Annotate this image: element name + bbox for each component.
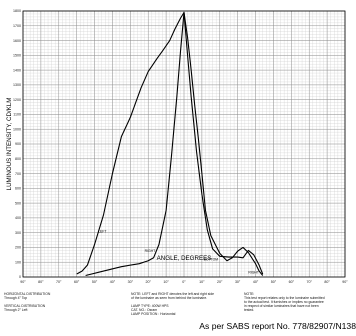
y-tick-label: 600 xyxy=(15,187,21,191)
y-tick-label: 300 xyxy=(15,231,21,235)
lamp-position: LAMP POSITION : Horizontal xyxy=(131,312,176,316)
curve-annotation-left: LEFT xyxy=(98,230,106,234)
x-tick-label: 70° xyxy=(307,280,313,284)
y-tick-label: 1200 xyxy=(13,98,21,102)
disclaimer-notes: NOTE: This test report relates only to t… xyxy=(244,292,325,312)
y-tick-label: 1500 xyxy=(13,54,21,58)
series-line-right xyxy=(85,11,264,277)
major-grid xyxy=(22,10,346,278)
x-tick-label: 30° xyxy=(235,280,241,284)
vertical-distribution-title: VERTICAL DISTRIBUTION xyxy=(4,304,46,308)
x-tick-label: 20° xyxy=(146,280,152,284)
disclaimer-line-2: to the actual test. It furnishes or impl… xyxy=(244,300,324,304)
x-tick-label: 10° xyxy=(199,280,205,284)
distribution-notes: HORIZONTAL DISTRIBUTION Through 4° Top V… xyxy=(4,292,50,312)
x-tick-label: 10° xyxy=(163,280,169,284)
disclaimer-line-4: tested. xyxy=(244,308,255,312)
x-tick-label: 50° xyxy=(271,280,277,284)
y-tick-label: 1700 xyxy=(13,24,21,28)
y-tick-label: 1100 xyxy=(13,113,21,117)
y-tick-label: 400 xyxy=(15,216,21,220)
x-tick-label: 60° xyxy=(289,280,295,284)
y-tick-label: 1800 xyxy=(13,9,21,13)
horizontal-distribution-title: HORIZONTAL DISTRIBUTION xyxy=(4,292,51,296)
annotations: LEFT RIGHT BOTTOM RIGHT xyxy=(98,230,259,275)
disclaimer-title: NOTE: xyxy=(244,292,255,296)
x-tick-label: 30° xyxy=(128,280,134,284)
x-tick-label: 90° xyxy=(342,280,348,284)
x-tick-label: 40° xyxy=(110,280,116,284)
plot-frame xyxy=(22,10,346,278)
report-footer: As per SABS report No. 778/82907/N138 xyxy=(199,321,356,331)
x-tick-label: 0° xyxy=(182,280,186,284)
y-tick-label: 700 xyxy=(15,172,21,176)
x-tick-label: 60° xyxy=(74,280,80,284)
x-tick-label: 90° xyxy=(20,280,26,284)
lamp-type: LAMP TYPE: 400W HPS xyxy=(131,304,169,308)
x-tick-label: 20° xyxy=(217,280,223,284)
curve-annotation-right: RIGHT xyxy=(248,271,259,275)
disclaimer-line-3: in respect of similar luminaires that ha… xyxy=(244,304,319,308)
left-right-note-line-1: NOTE: LEFT and RIGHT denotes the left an… xyxy=(131,292,214,296)
y-tick-label: 200 xyxy=(15,246,21,250)
y-tick-label: 1400 xyxy=(13,68,21,72)
x-tick-label: 80° xyxy=(324,280,330,284)
intensity-chart: 0 100 200 300 400 500 600 700 800 900 1000 1100 1200… xyxy=(6,9,348,284)
x-tick-label: 70° xyxy=(56,280,62,284)
x-tick-label: 40° xyxy=(253,280,259,284)
x-tick-label: 80° xyxy=(38,280,44,284)
x-tick-label: 50° xyxy=(92,280,98,284)
y-tick-label: 900 xyxy=(15,142,21,146)
y-tick-label: 800 xyxy=(15,157,21,161)
curve-annotation-bottom: BOTTOM xyxy=(204,258,219,262)
x-tick-labels: 90° 80° 70° 60° 50° 40° 30° 20° 10° 0° 10° 20° 30° 40… xyxy=(20,280,348,284)
vertical-distribution-value: Through 2° Left xyxy=(4,308,28,312)
disclaimer-line-1: This test report relates only to the lum… xyxy=(244,296,325,300)
y-tick-label: 100 xyxy=(15,260,21,264)
horizontal-distribution-value: Through 4° Top xyxy=(4,296,28,300)
y-tick-label: 0 xyxy=(19,275,21,279)
x-axis-label: ANGLE, DEGREES xyxy=(157,255,212,262)
curve-annotation-right: RIGHT xyxy=(145,249,156,253)
y-tick-label: 1300 xyxy=(13,83,21,87)
y-tick-label: 1000 xyxy=(13,127,21,131)
series-layer xyxy=(76,11,264,277)
y-tick-label: 1600 xyxy=(13,39,21,43)
y-tick-labels: 0 100 200 300 400 500 600 700 800 900 1000 1100 1200… xyxy=(13,9,21,279)
y-axis-label: LUMINOUS INTENSITY, CD/KLM xyxy=(6,98,13,191)
catalogue-number: CAT. NO.: Osram xyxy=(131,308,158,312)
lamp-notes: NOTE: LEFT and RIGHT denotes the left an… xyxy=(131,292,214,316)
left-right-note-line-2: of the luminaire as seen from behind the… xyxy=(131,296,208,300)
y-tick-label: 500 xyxy=(15,201,21,205)
